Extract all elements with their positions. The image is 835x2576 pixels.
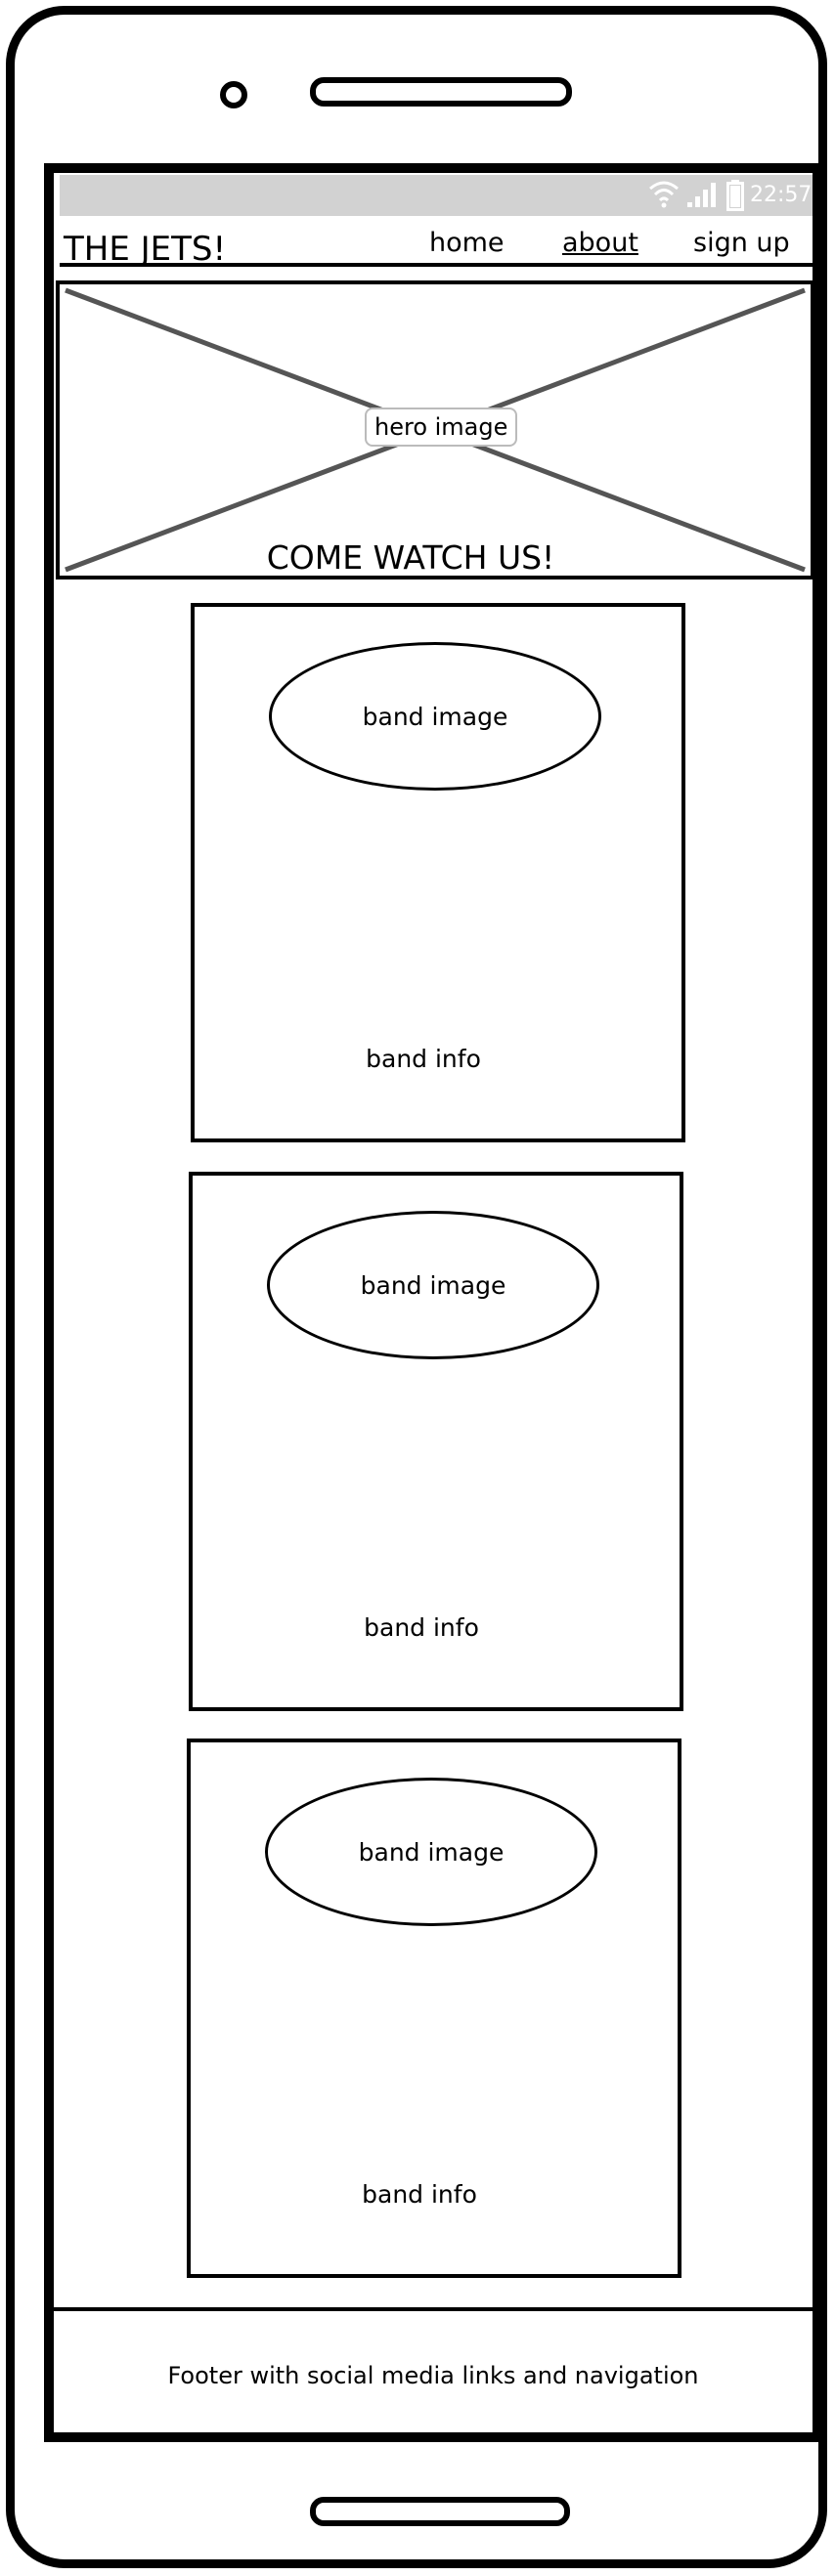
- top-nav: THE JETS! home about sign up: [60, 216, 813, 269]
- phone-frame: 22:57 THE JETS! home about sign up hero …: [6, 6, 827, 2568]
- hero-image-label: hero image: [365, 408, 518, 447]
- band-card[interactable]: band image band info: [189, 1172, 683, 1711]
- wifi-icon: [649, 181, 679, 208]
- band-info: band info: [362, 2180, 477, 2209]
- battery-icon: [726, 180, 744, 211]
- band-image-placeholder: band image: [265, 1778, 597, 1926]
- nav-link-sign-up[interactable]: sign up: [693, 228, 790, 258]
- band-info: band info: [366, 1045, 481, 1073]
- status-time: 22:57: [750, 183, 813, 207]
- phone-screen: 22:57 THE JETS! home about sign up hero …: [44, 163, 822, 2442]
- band-card[interactable]: band image band info: [187, 1739, 681, 2278]
- footer: Footer with social media links and navig…: [54, 2307, 813, 2432]
- nav-link-about[interactable]: about: [562, 228, 638, 258]
- band-image-placeholder: band image: [267, 1211, 599, 1359]
- footer-text: Footer with social media links and navig…: [167, 2362, 699, 2389]
- status-bar: 22:57: [60, 175, 813, 216]
- band-info: band info: [364, 1613, 479, 1642]
- camera-icon: [220, 81, 247, 108]
- band-image-placeholder: band image: [269, 642, 601, 791]
- speaker-grille: [310, 77, 572, 107]
- nav-link-home[interactable]: home: [429, 228, 505, 258]
- signal-icon: [687, 183, 716, 207]
- hero-headline: COME WATCH US!: [266, 538, 555, 577]
- home-button[interactable]: [310, 2497, 570, 2526]
- band-card[interactable]: band image band info: [191, 603, 685, 1142]
- hero-section: hero image COME WATCH US!: [56, 280, 813, 580]
- brand-logo[interactable]: THE JETS!: [64, 230, 227, 269]
